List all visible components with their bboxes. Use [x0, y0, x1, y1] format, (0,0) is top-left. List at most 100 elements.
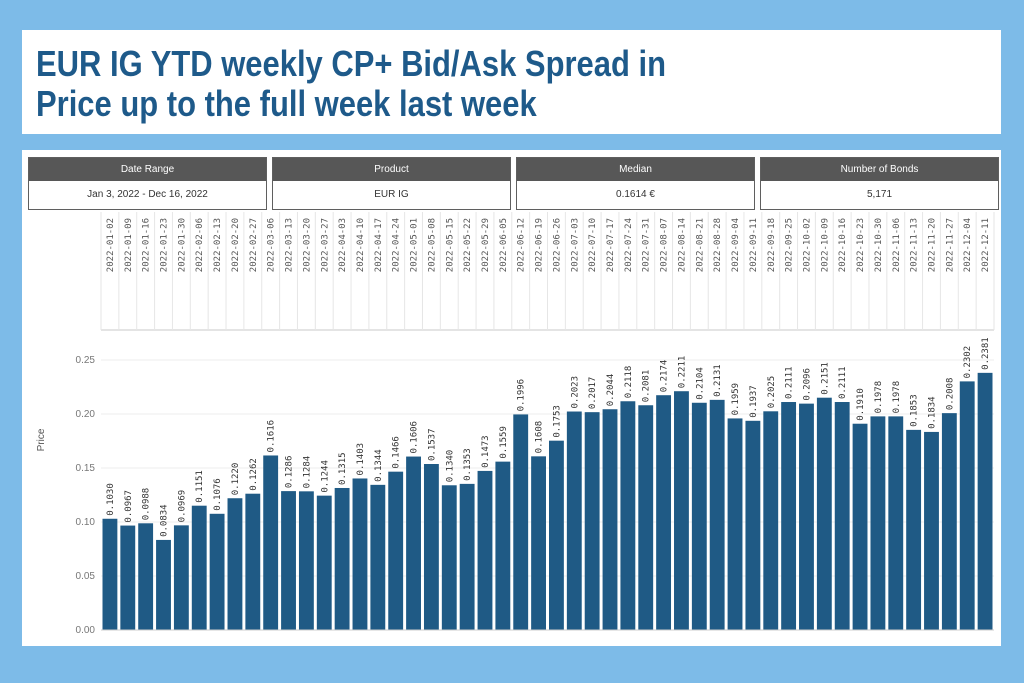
bar [816, 397, 832, 630]
kpi-number-of-bonds-label: Number of Bonds [761, 158, 998, 181]
bar-value-label: 0.1978 [874, 381, 884, 414]
bar [888, 416, 904, 630]
kpi-median-value: 0.1614 € [616, 189, 655, 200]
x-tick-label: 2022-10-16 [838, 218, 848, 272]
bar-value-label: 0.1559 [499, 426, 509, 459]
bar [138, 523, 154, 630]
bar [941, 413, 957, 630]
bar-value-label: 0.0969 [177, 490, 187, 523]
bar [834, 402, 850, 630]
bar [316, 495, 332, 630]
x-tick-label: 2022-03-13 [285, 218, 295, 272]
bar-value-label: 0.1262 [249, 458, 259, 491]
bar-value-label: 0.2017 [588, 377, 598, 410]
x-tick-label: 2022-02-27 [249, 218, 259, 272]
bar-value-label: 0.2104 [695, 367, 705, 400]
bar [763, 411, 779, 630]
kpi-median: Median 0.1614 € [516, 157, 755, 210]
bar [120, 525, 136, 630]
bar [263, 455, 279, 630]
x-tick-label: 2022-04-03 [338, 218, 348, 272]
x-tick-label: 2022-05-29 [481, 218, 491, 272]
bar-value-label: 0.1466 [392, 436, 402, 469]
y-tick-label: 0.00 [76, 625, 96, 636]
x-tick-label: 2022-12-04 [963, 218, 973, 272]
x-tick-label: 2022-11-06 [892, 218, 902, 272]
x-tick-label: 2022-04-24 [392, 218, 402, 272]
x-tick-label: 2022-07-24 [624, 218, 634, 272]
bar-value-label: 0.2096 [802, 368, 812, 401]
x-tick-label: 2022-07-10 [588, 218, 598, 272]
x-tick-label: 2022-10-23 [856, 218, 866, 272]
bar-value-label: 0.1340 [445, 450, 455, 483]
bar [513, 414, 529, 630]
bar [959, 381, 975, 630]
x-tick-label: 2022-08-28 [713, 218, 723, 272]
bar-value-label: 0.2151 [820, 362, 830, 395]
kpi-number-of-bonds-value: 5,171 [866, 189, 893, 200]
bar-value-label: 0.2381 [981, 337, 991, 370]
bar-value-label: 0.1315 [338, 452, 348, 485]
y-tick-label: 0.25 [76, 355, 96, 366]
bar-value-label: 0.1151 [195, 470, 205, 503]
y-tick-label: 0.15 [76, 463, 96, 474]
bar-value-label: 0.2211 [677, 356, 687, 389]
kpi-number-of-bonds: Number of Bonds 5,171 [760, 157, 999, 210]
y-tick-label: 0.20 [76, 409, 96, 420]
kpi-product-label: Product [273, 158, 510, 181]
x-tick-label: 2022-01-23 [160, 218, 170, 272]
bar-value-label: 0.1834 [927, 396, 937, 429]
bar [423, 464, 439, 630]
bar-value-label: 0.1030 [106, 483, 116, 516]
bar-value-label: 0.1608 [535, 421, 545, 454]
bar-value-label: 0.2111 [838, 366, 848, 399]
x-tick-label: 2022-03-27 [320, 218, 330, 272]
x-tick-label: 2022-01-16 [142, 218, 152, 272]
x-tick-label: 2022-05-22 [463, 218, 473, 272]
x-tick-label: 2022-01-02 [106, 218, 116, 272]
bar [852, 423, 868, 630]
bar [477, 470, 493, 630]
bar [977, 372, 993, 630]
x-tick-label: 2022-04-10 [356, 218, 366, 272]
page-title-line-1: EUR IG YTD weekly CP+ Bid/Ask Spread in [36, 43, 667, 84]
bar [459, 483, 475, 630]
bar-value-label: 0.2008 [945, 378, 955, 411]
bar-value-label: 0.2111 [785, 366, 795, 399]
y-tick-label: 0.10 [76, 517, 96, 528]
bar [298, 491, 314, 630]
bar [352, 478, 368, 630]
y-axis-title: Price [36, 428, 47, 451]
bar [674, 391, 689, 630]
bar [566, 411, 582, 630]
bar [191, 505, 207, 630]
bar [102, 518, 118, 630]
bar-value-label: 0.0967 [124, 490, 134, 523]
x-tick-label: 2022-09-25 [785, 218, 795, 272]
x-tick-label: 2022-06-05 [499, 218, 509, 272]
x-tick-label: 2022-06-19 [535, 218, 545, 272]
bar [709, 399, 725, 630]
bar-value-label: 0.1606 [410, 421, 420, 454]
x-tick-label: 2022-10-09 [820, 218, 830, 272]
bar [602, 409, 618, 630]
bar [745, 420, 761, 630]
bar-value-label: 0.1220 [231, 463, 241, 496]
x-tick-label: 2022-01-30 [177, 218, 187, 272]
bar [781, 402, 797, 630]
bar [406, 456, 421, 630]
bar [691, 402, 707, 630]
x-tick-label: 2022-03-06 [267, 218, 277, 272]
bar-value-label: 0.1473 [481, 435, 491, 468]
x-tick-label: 2022-09-18 [767, 218, 777, 272]
x-tick-label: 2022-07-31 [642, 218, 652, 272]
bar [727, 418, 743, 630]
kpi-product-value: EUR IG [374, 189, 409, 200]
x-tick-label: 2022-02-20 [231, 218, 241, 272]
bar-value-label: 0.2044 [606, 374, 616, 407]
bar [656, 395, 672, 630]
bar [227, 498, 243, 630]
bar-value-label: 0.1344 [374, 449, 384, 482]
x-tick-label: 2022-09-04 [731, 218, 741, 272]
x-tick-label: 2022-05-01 [410, 218, 420, 272]
